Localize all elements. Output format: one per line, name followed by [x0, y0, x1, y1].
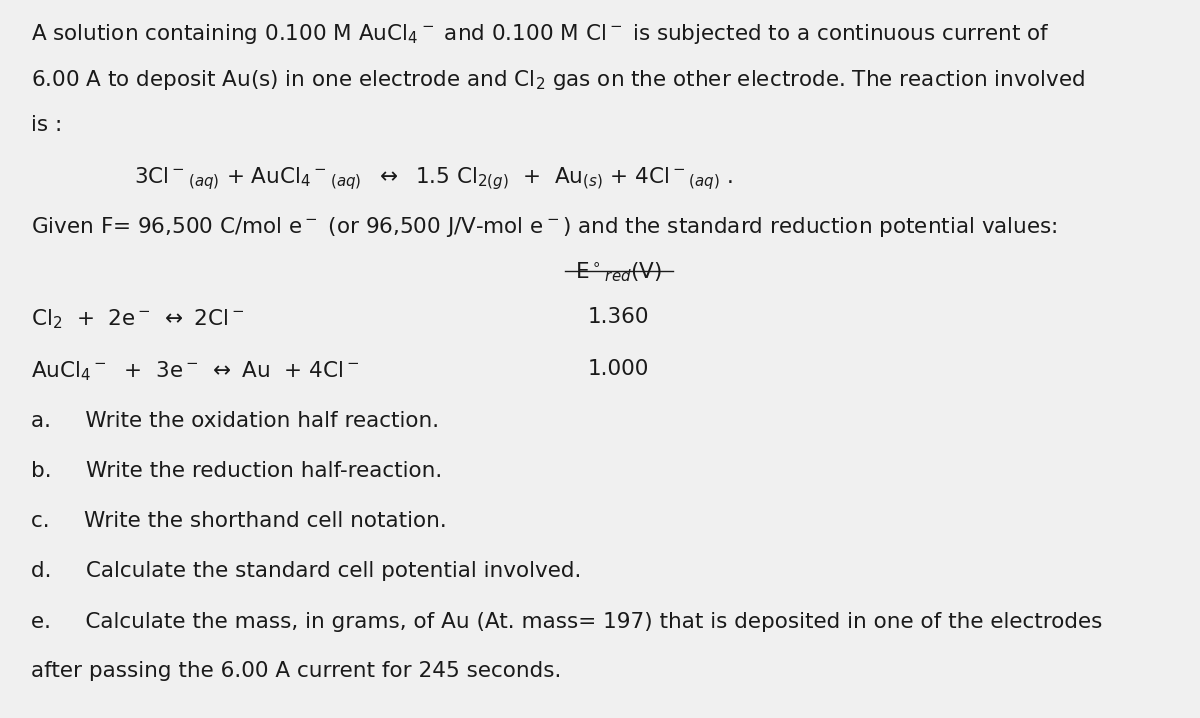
- Text: 6.00 A to deposit Au(s) in one electrode and Cl$_2$ gas on the other electrode. : 6.00 A to deposit Au(s) in one electrode…: [31, 68, 1085, 92]
- Text: after passing the 6.00 A current for 245 seconds.: after passing the 6.00 A current for 245…: [31, 661, 562, 681]
- Text: a.     Write the oxidation half reaction.: a. Write the oxidation half reaction.: [31, 411, 439, 431]
- Text: A solution containing 0.100 M AuCl$_4$$^-$ and 0.100 M Cl$^-$ is subjected to a : A solution containing 0.100 M AuCl$_4$$^…: [31, 22, 1050, 45]
- Text: c.     Write the shorthand cell notation.: c. Write the shorthand cell notation.: [31, 511, 446, 531]
- Text: is :: is :: [31, 115, 62, 135]
- Text: 1.360: 1.360: [588, 307, 649, 327]
- Text: E$^\circ$$_{red}$(V): E$^\circ$$_{red}$(V): [575, 260, 662, 284]
- Text: 3Cl$^-$$_{(aq)}$ + AuCl$_4$$^-$$_{(aq)}$  $\leftrightarrow$  1.5 Cl$_{2(g)}$  + : 3Cl$^-$$_{(aq)}$ + AuCl$_4$$^-$$_{(aq)}$…: [134, 165, 733, 192]
- Text: b.     Write the reduction half-reaction.: b. Write the reduction half-reaction.: [31, 461, 442, 481]
- Text: e.     Calculate the mass, in grams, of Au (At. mass= 197) that is deposited in : e. Calculate the mass, in grams, of Au (…: [31, 612, 1103, 632]
- Text: AuCl$_4$$^-$  +  3e$^-$ $\leftrightarrow$ Au  + 4Cl$^-$: AuCl$_4$$^-$ + 3e$^-$ $\leftrightarrow$ …: [31, 359, 359, 383]
- Text: d.     Calculate the standard cell potential involved.: d. Calculate the standard cell potential…: [31, 561, 581, 582]
- Text: Given F= 96,500 C/mol e$^-$ (or 96,500 J/V-mol e$^-$) and the standard reduction: Given F= 96,500 C/mol e$^-$ (or 96,500 J…: [31, 215, 1057, 239]
- Text: Cl$_2$  +  2e$^-$ $\leftrightarrow$ 2Cl$^-$: Cl$_2$ + 2e$^-$ $\leftrightarrow$ 2Cl$^-…: [31, 307, 245, 331]
- Text: 1.000: 1.000: [588, 359, 649, 379]
